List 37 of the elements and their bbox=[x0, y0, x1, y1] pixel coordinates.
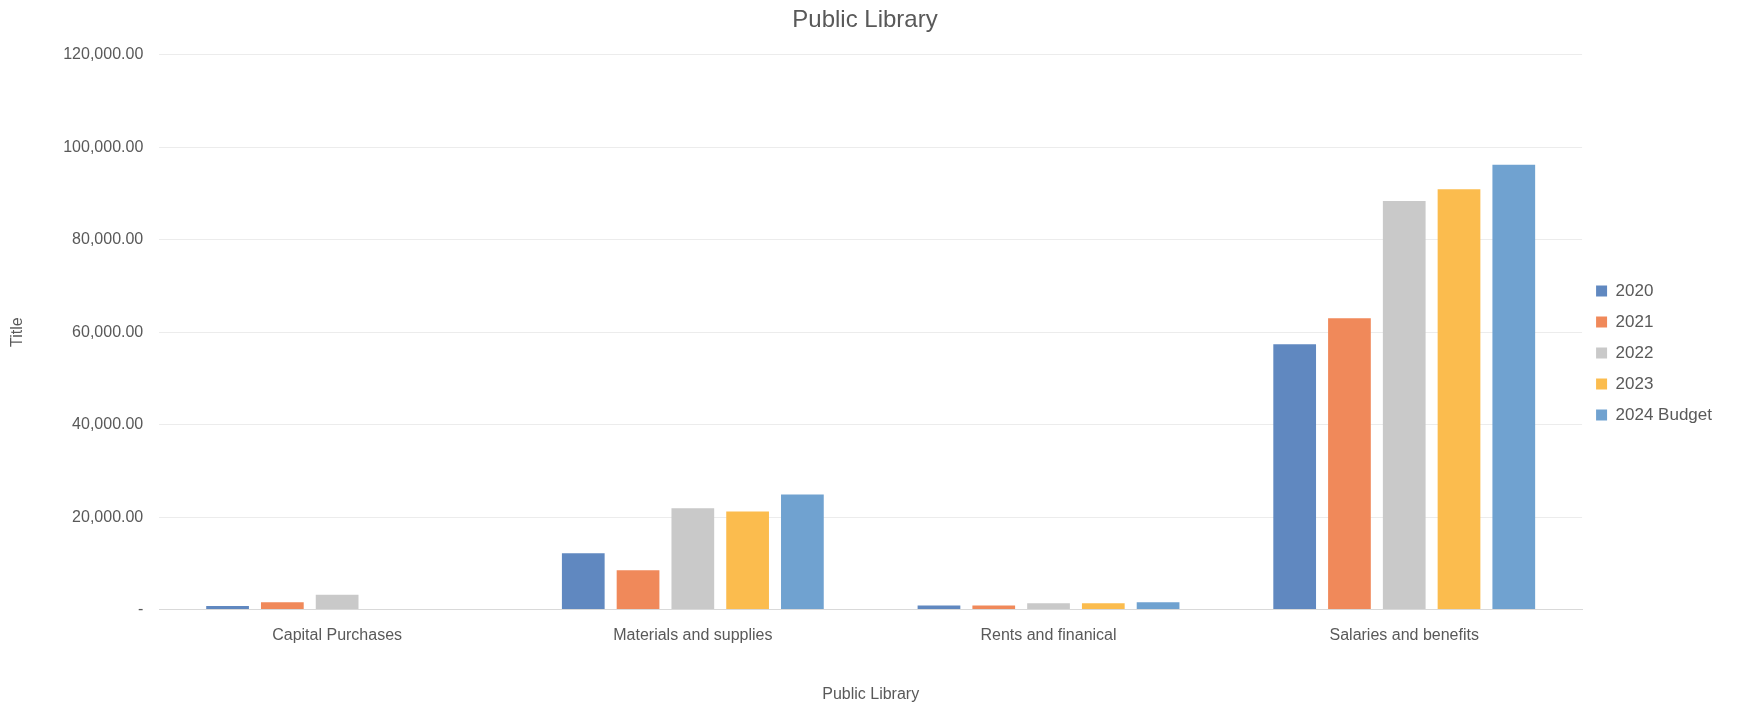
x-tick-label: Rents and finanical bbox=[980, 625, 1117, 643]
bar bbox=[561, 553, 605, 610]
y-tick-label: 100,000.00 bbox=[63, 137, 144, 155]
x-tick-label: Materials and supplies bbox=[613, 625, 773, 643]
bar bbox=[1027, 603, 1070, 610]
bar bbox=[1437, 189, 1481, 610]
chart-title: Public Library bbox=[792, 5, 938, 33]
bar bbox=[260, 602, 304, 610]
legend-label: 2024 Budget bbox=[1615, 404, 1713, 424]
bar bbox=[671, 508, 715, 610]
bar bbox=[917, 605, 961, 610]
bar bbox=[1273, 344, 1317, 610]
y-tick-label: 60,000.00 bbox=[72, 322, 144, 340]
bar bbox=[1136, 602, 1180, 610]
y-tick-label: - bbox=[137, 600, 144, 618]
bar bbox=[616, 570, 660, 610]
bar bbox=[1328, 318, 1371, 610]
bar bbox=[972, 605, 1016, 610]
bar bbox=[315, 594, 359, 610]
bar bbox=[1492, 164, 1536, 610]
y-tick-label: 120,000.00 bbox=[63, 45, 144, 63]
bar bbox=[206, 605, 249, 610]
y-axis-title: Title bbox=[8, 317, 26, 348]
x-tick-label: Capital Purchases bbox=[272, 625, 403, 643]
bar bbox=[1081, 603, 1125, 610]
y-tick-label: 40,000.00 bbox=[72, 415, 144, 433]
x-axis-title: Public Library bbox=[822, 684, 920, 702]
legend-label: 2022 bbox=[1615, 342, 1654, 362]
bar bbox=[1382, 200, 1426, 610]
y-tick-label: 20,000.00 bbox=[72, 507, 144, 525]
legend-label: 2020 bbox=[1615, 280, 1654, 300]
y-tick-label: 80,000.00 bbox=[72, 230, 144, 248]
bar bbox=[726, 511, 769, 610]
legend-label: 2021 bbox=[1615, 311, 1654, 331]
bar bbox=[781, 494, 824, 610]
legend-label: 2023 bbox=[1615, 373, 1654, 393]
x-tick-label: Salaries and benefits bbox=[1329, 625, 1479, 643]
